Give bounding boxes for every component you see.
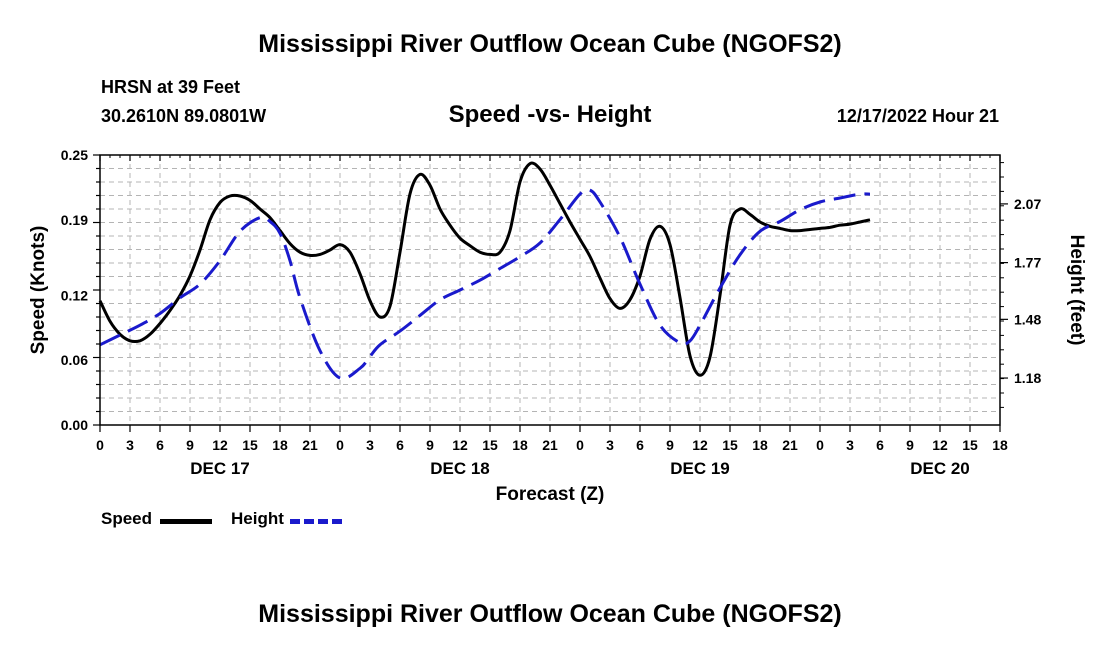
x-tick-label: 21: [302, 437, 318, 453]
y-tick-label: 0.06: [61, 352, 88, 368]
x-tick-label: 9: [666, 437, 674, 453]
y-tick-label: 0.00: [61, 417, 88, 433]
station-coordinates: 30.2610N 89.0801W: [101, 106, 267, 126]
chart-main-title: Mississippi River Outflow Ocean Cube (NG…: [258, 30, 842, 58]
y-axis-title-right: Height (feet): [1066, 235, 1087, 346]
height-series-line: [99, 188, 871, 381]
x-tick-label: 6: [396, 437, 404, 453]
x-tick-label: 12: [692, 437, 708, 453]
series-lines: [98, 161, 871, 381]
y-tick-label: 0.25: [61, 147, 88, 163]
axis-labels: 0 3 6 9 12 15 18 21 0 3 6 9 12 15 18 21 0 3 6 9 12 15 18 21 0 3 6 9…: [28, 147, 1087, 505]
x-tick-label: 15: [482, 437, 498, 453]
y-tick-label: 0.19: [61, 212, 88, 228]
x-tick-label: 12: [212, 437, 228, 453]
y2-tick-label: 1.18: [1014, 370, 1041, 386]
footer-title: Mississippi River Outflow Ocean Cube (NG…: [258, 600, 842, 628]
x-tick-label: 6: [876, 437, 884, 453]
x-tick-label: 0: [96, 437, 104, 453]
x-tick-label: 9: [906, 437, 914, 453]
y-tick-label: 0.12: [61, 287, 88, 303]
x-tick-label: 15: [242, 437, 258, 453]
x-tick-label: 9: [186, 437, 194, 453]
x-tick-label: 21: [542, 437, 558, 453]
x-tick-label: 21: [782, 437, 798, 453]
x-date-label: DEC 17: [190, 459, 250, 478]
x-tick-label: 6: [156, 437, 164, 453]
x-tick-label: 0: [576, 437, 584, 453]
x-tick-label: 15: [722, 437, 738, 453]
x-axis-title: Forecast (Z): [496, 484, 605, 505]
x-tick-label: 18: [512, 437, 528, 453]
speed-height-chart: 0 3 6 9 12 15 18 21 0 3 6 9 12 15 18 21 0 3 6 9 12 15 18 21 0 3 6 9…: [28, 147, 1087, 505]
legend-speed-swatch: [160, 519, 212, 524]
x-tick-label: 9: [426, 437, 434, 453]
grid-lines: [100, 155, 1000, 425]
x-tick-label: 18: [992, 437, 1008, 453]
x-date-label: DEC 18: [430, 459, 490, 478]
x-tick-label: 3: [366, 437, 374, 453]
y2-tick-label: 2.07: [1014, 196, 1041, 212]
y2-tick-label: 1.48: [1014, 311, 1041, 327]
station-label: HRSN at 39 Feet: [101, 77, 241, 97]
x-tick-label: 15: [962, 437, 978, 453]
speed-series-line: [98, 161, 871, 377]
x-tick-label: 12: [452, 437, 468, 453]
x-tick-label: 6: [636, 437, 644, 453]
x-tick-label: 0: [336, 437, 344, 453]
y2-tick-label: 1.77: [1014, 255, 1041, 271]
x-tick-label: 3: [606, 437, 614, 453]
axis-ticks: [93, 154, 1008, 432]
x-date-label: DEC 20: [910, 459, 970, 478]
x-tick-label: 3: [846, 437, 854, 453]
x-tick-label: 3: [126, 437, 134, 453]
x-tick-label: 0: [816, 437, 824, 453]
chart-subtitle: Speed -vs- Height: [448, 101, 652, 128]
x-date-label: DEC 19: [670, 459, 730, 478]
legend-height-swatch: [290, 519, 342, 524]
x-tick-label: 12: [932, 437, 948, 453]
forecast-timestamp: 12/17/2022 Hour 21: [836, 106, 999, 126]
legend-height-label: Height: [231, 509, 284, 528]
legend-speed-label: Speed: [101, 509, 153, 528]
x-tick-label: 18: [272, 437, 288, 453]
y-axis-title-left: Speed (Knots): [28, 226, 49, 355]
x-tick-label: 18: [752, 437, 768, 453]
